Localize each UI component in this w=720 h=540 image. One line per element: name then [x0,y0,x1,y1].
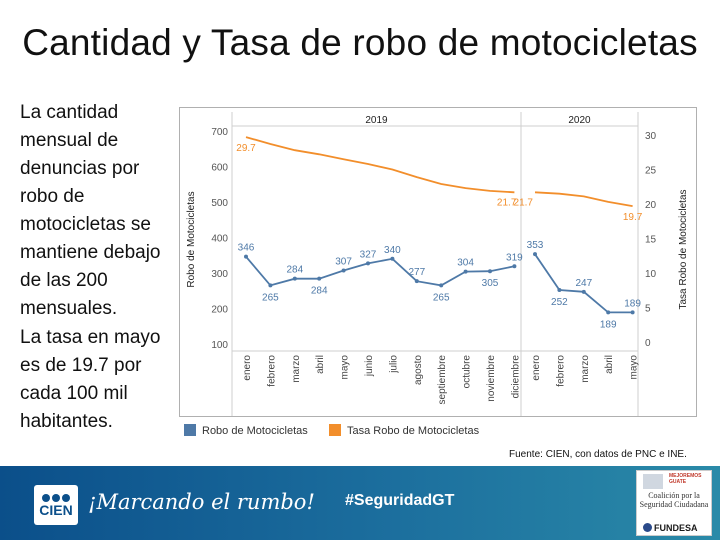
robo-point [631,310,635,314]
right-tick-label: 20 [645,200,657,211]
robo-data-label: 189 [600,319,617,330]
legend-robo-label: Robo de Motocicletas [202,425,308,437]
tasa-line-2020 [535,192,633,206]
robo-data-label: 319 [506,252,523,263]
source-note: Fuente: CIEN, con datos de PNC e INE. [509,449,687,460]
robo-data-label: 353 [527,240,544,251]
month-tick-label: febrero [266,355,277,387]
summary-paragraph-rate: La tasa en mayo es de 19.7 por cada 100 … [20,324,178,436]
panel-label-2019: 2019 [365,115,388,126]
robo-point [606,310,610,314]
cien-logo-text: CIEN [39,503,72,517]
robo-point [533,252,537,256]
robo-point [464,270,468,274]
left-tick-label: 200 [211,305,228,316]
summary-paragraph-count: La cantidad mensual de denuncias por rob… [20,99,178,323]
legend-tasa-label: Tasa Robo de Motocicletas [347,425,480,437]
slogan: ¡Marcando el rumbo! [88,490,315,514]
month-tick-label: diciembre [510,355,521,399]
robo-data-label: 247 [575,278,592,289]
seal-icon [643,474,663,489]
left-tick-label: 700 [211,127,228,138]
chart-frame: 2019 2020 100 200 300 400 500 600 700 Robo de Mot… [179,107,697,417]
left-axis-label: Robo de Motocicletas [186,191,197,287]
robo-data-label: 277 [408,267,425,278]
month-tick-label: febrero [555,355,566,387]
robo-data-label: 340 [384,245,401,256]
tasa-data-label: 21.7 [514,197,534,208]
fundesa-name: FUNDESA [654,523,698,533]
month-tick-label: abril [604,355,615,374]
month-tick-label: septiembre [437,355,448,405]
robo-data-label: 284 [286,265,303,276]
month-tick-label: julio [388,355,399,374]
robo-point [512,264,516,268]
month-tick-label: noviembre [486,355,497,402]
robo-point [342,269,346,273]
legend-robo-swatch [184,424,196,436]
month-tick-label: agosto [413,355,424,385]
robo-data-label: 265 [262,292,279,303]
tasa-data-label: 29.7 [236,143,256,154]
left-tick-label: 600 [211,163,228,174]
robo-point [439,283,443,287]
robo-point [317,277,321,281]
page-title: Cantidad y Tasa de robo de motocicletas [0,22,720,64]
footer-bar: CIEN ¡Marcando el rumbo! #SeguridadGT ME… [0,466,720,540]
left-tick-label: 400 [211,234,228,245]
robo-point [582,290,586,294]
panel-label-2020: 2020 [568,115,591,126]
robo-point [268,283,272,287]
mejoremos-guate-logo: MEJOREMOS GUATE [669,473,711,485]
robo-data-label: 307 [335,257,352,268]
right-tick-label: 10 [645,269,657,280]
coalition-name: Coalición por la Seguridad Ciudadana [637,491,711,509]
hashtag: #SeguridadGT [345,492,454,510]
month-tick-label: octubre [462,355,473,389]
fundesa-icon [643,523,652,532]
robo-point [293,277,297,281]
robo-data-label: 304 [457,258,474,269]
month-tick-label: marzo [291,355,302,383]
robo-data-label: 189 [624,298,641,309]
tasa-data-label: 19.7 [623,212,643,223]
month-tick-label: marzo [580,355,591,383]
right-tick-label: 30 [645,131,657,142]
left-tick-label: 500 [211,198,228,209]
partner-logo: MEJOREMOS GUATE Coalición por la Segurid… [636,470,712,536]
robo-point [366,261,370,265]
tasa-line-2019 [246,137,514,192]
robo-point [244,255,248,259]
robo-point [415,279,419,283]
cien-logo: CIEN [34,485,78,525]
right-tick-label: 5 [645,304,651,315]
right-axis-label: Tasa Robo de Motocicletas [678,189,689,309]
right-tick-label: 25 [645,166,657,177]
left-tick-label: 300 [211,269,228,280]
month-tick-label: junio [364,355,375,378]
legend-tasa-swatch [329,424,341,436]
robo-point [557,288,561,292]
logo-dots-icon [42,494,70,502]
robo-data-label: 305 [482,278,499,289]
right-tick-label: 0 [645,338,651,349]
chart-legend: Robo de Motocicletas Tasa Robo de Motocic… [181,420,521,440]
robo-data-label: 252 [551,297,568,308]
month-tick-label: abril [315,355,326,374]
month-tick-label: enero [242,355,253,381]
robo-data-label: 284 [311,286,328,297]
month-tick-label: enero [531,355,542,381]
robo-data-label: 265 [433,292,450,303]
robo-data-label: 327 [360,249,377,260]
robo-data-label: 346 [238,243,255,254]
right-tick-label: 15 [645,235,657,246]
left-tick-label: 100 [211,340,228,351]
robo-point [488,269,492,273]
month-tick-label: mayo [340,355,351,380]
robo-point [390,257,394,261]
month-tick-label: mayo [629,355,640,380]
